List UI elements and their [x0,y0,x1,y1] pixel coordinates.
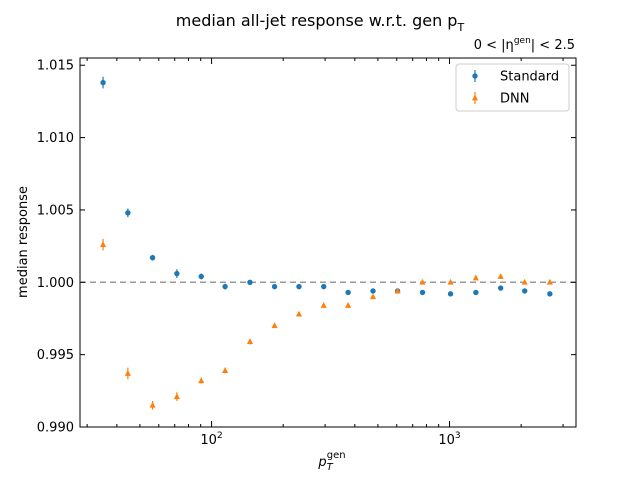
data-point [547,291,553,297]
data-point [271,322,278,329]
y-tick-label: 1.005 [37,203,74,218]
data-point [198,273,204,280]
data-point [447,278,454,285]
chart-title-main: median all-jet response w.r.t. gen p [176,11,458,30]
legend-marker [472,73,478,79]
legend-box [455,63,570,112]
data-point [447,291,454,297]
data-point [394,287,401,294]
data-point [369,293,377,300]
data-point [149,254,156,261]
legend: Standard DNN [455,63,570,112]
data-point [295,310,303,317]
data-point [125,210,131,216]
x-axis-label-main: p [317,455,326,470]
eta-range-text: 0 < |η [474,38,514,53]
legend-label: DNN [500,92,529,107]
chart-title: median all-jet response w.r.t. gen pT [176,11,465,34]
data-point [100,241,107,248]
data-point [124,370,131,376]
y-tick-label: 1.015 [37,59,74,74]
data-point [222,283,228,290]
x-tick-label: 103 [438,431,460,448]
series-layer [100,76,553,410]
x-axis-ticks: 102 103 [86,58,564,448]
data-point [419,289,426,296]
x-tick-label-exponent: 2 [217,431,223,441]
data-point [296,283,302,290]
y-axis-label: median response [16,186,31,298]
data-point [149,401,156,408]
x-tick-label: 102 [200,431,222,448]
x-axis-label: pTgen [317,450,345,473]
data-point [345,302,352,308]
data-point [222,367,229,373]
data-point [246,338,254,345]
data-point [497,273,504,279]
x-tick-label-base: 10 [438,433,455,448]
data-point [546,278,553,285]
legend-label: Standard [500,70,559,85]
data-point [198,377,205,384]
eta-range-superscript: gen [514,36,531,46]
data-point [321,283,327,290]
x-axis-label-superscript: gen [327,450,346,461]
data-point [174,270,180,277]
x-axis-label-subscript: T [327,462,334,473]
series-dnn [100,238,553,410]
data-point [320,302,327,308]
x-tick-label-exponent: 3 [455,431,461,441]
data-point [419,278,426,285]
legend-marker [471,94,479,101]
y-tick-label: 0.995 [37,348,74,363]
x-tick-label-base: 10 [200,433,217,448]
data-point [370,288,376,294]
y-tick-label: 0.990 [37,421,74,436]
chart-title-subscript: T [456,21,464,34]
data-point [271,283,278,290]
data-point [473,289,479,296]
data-point [100,79,106,86]
y-axis-ticks: 0.990 0.995 1.000 1.005 1.010 1.015 [37,59,576,436]
data-point [173,393,180,399]
data-point [472,274,479,281]
eta-range-label: 0 < |ηgen| < 2.5 [474,36,575,53]
y-tick-label: 1.000 [37,276,74,291]
eta-range-tail: | < 2.5 [531,38,575,53]
plot-frame [79,57,577,428]
y-tick-label: 1.010 [37,131,74,146]
data-point [247,279,253,285]
data-point [522,288,528,294]
data-point [521,278,528,285]
data-point [345,289,351,296]
data-point [497,285,504,291]
